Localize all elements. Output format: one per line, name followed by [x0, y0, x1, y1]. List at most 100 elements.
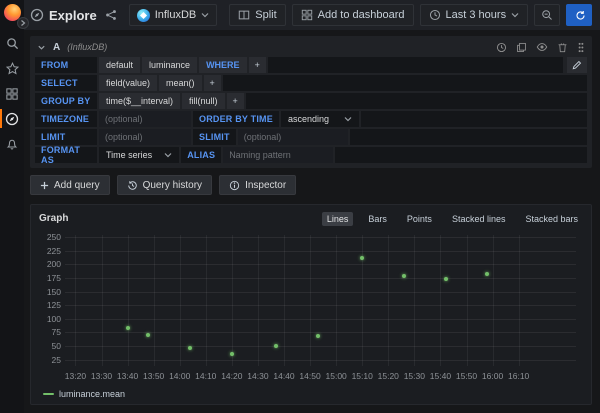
- sidebar-item-alerting[interactable]: [0, 131, 24, 156]
- caret-down-icon: [344, 115, 352, 123]
- time-interval-segment[interactable]: time($__interval): [99, 93, 180, 109]
- data-point: [360, 256, 364, 260]
- group-by-row: GROUP BY time($__interval) fill(null) +: [35, 93, 587, 109]
- query-history-clock-icon[interactable]: [496, 42, 507, 53]
- plot-area[interactable]: 25507510012515017520022525013:2013:3013:…: [65, 235, 576, 366]
- gridline: [284, 235, 285, 366]
- run-query-main[interactable]: Run query: [566, 4, 592, 26]
- run-query-button[interactable]: Run query: [566, 4, 592, 26]
- zoom-out-icon: [541, 9, 553, 21]
- gridline: [310, 235, 311, 366]
- query-history-button[interactable]: Query history: [117, 175, 212, 195]
- slimit-input[interactable]: [238, 129, 348, 145]
- add-query-button[interactable]: Add query: [30, 175, 110, 195]
- timezone-input[interactable]: [99, 111, 191, 127]
- field-segment[interactable]: field(value): [99, 75, 157, 91]
- y-tick-label: 150: [38, 287, 61, 297]
- viz-mode-bars[interactable]: Bars: [363, 212, 392, 226]
- bell-icon: [6, 138, 18, 150]
- retention-policy-segment[interactable]: default: [99, 57, 140, 73]
- timezone-row: TIMEZONE ORDER BY TIME ascending: [35, 111, 587, 127]
- limit-input[interactable]: [99, 129, 191, 145]
- page-title-group: Explore: [30, 8, 97, 23]
- order-by-time-select[interactable]: ascending: [281, 111, 359, 127]
- chevron-right-icon: [20, 20, 26, 26]
- collapse-query-icon[interactable]: [37, 43, 46, 52]
- legend-item-luminance-mean[interactable]: luminance.mean: [43, 389, 125, 399]
- toggle-text-edit-mode[interactable]: [567, 57, 587, 73]
- y-tick-label: 25: [38, 355, 61, 365]
- duplicate-query-icon[interactable]: [516, 42, 527, 53]
- split-columns-icon: [238, 9, 250, 21]
- inspector-button[interactable]: Inspector: [219, 175, 296, 195]
- group-by-label: GROUP BY: [35, 93, 97, 109]
- format-as-value: Time series: [106, 150, 152, 160]
- inspector-label: Inspector: [245, 180, 286, 191]
- function-segment[interactable]: mean(): [159, 75, 202, 91]
- datasource-name: InfluxDB: [155, 9, 197, 21]
- x-tick-label: 16:00: [482, 371, 503, 381]
- caret-down-icon: [164, 151, 172, 159]
- gridline: [128, 235, 129, 366]
- legend-color-swatch: [43, 393, 54, 395]
- clock-icon: [429, 9, 441, 21]
- main-area: Explore InfluxDB Split: [24, 0, 600, 413]
- row-filler: [246, 93, 587, 109]
- x-tick-label: 13:20: [65, 371, 86, 381]
- gridline: [65, 237, 576, 238]
- x-tick-label: 15:50: [456, 371, 477, 381]
- add-function-segment[interactable]: +: [204, 75, 221, 91]
- fill-segment[interactable]: fill(null): [182, 93, 225, 109]
- delete-query-trash-icon[interactable]: [557, 42, 568, 53]
- viz-mode-lines[interactable]: Lines: [322, 212, 354, 226]
- select-row: SELECT field(value) mean() +: [35, 75, 587, 91]
- order-by-time-value: ascending: [288, 114, 329, 124]
- add-condition-segment[interactable]: +: [249, 57, 266, 73]
- grafana-explore-app: Explore InfluxDB Split: [0, 0, 600, 413]
- add-group-by-segment[interactable]: +: [227, 93, 244, 109]
- page-title: Explore: [49, 8, 97, 23]
- sidebar-item-starred[interactable]: [0, 56, 24, 81]
- viz-mode-stacked-bars[interactable]: Stacked bars: [520, 212, 583, 226]
- graph-panel-header: Graph Lines Bars Points Stacked lines Stacke…: [37, 210, 583, 227]
- slimit-label: SLIMIT: [193, 129, 236, 145]
- viz-mode-stacked-lines[interactable]: Stacked lines: [447, 212, 511, 226]
- gridline: [154, 235, 155, 366]
- influxdb-logo-icon: [137, 9, 150, 22]
- sidebar-expand-button[interactable]: [17, 17, 29, 29]
- gridline: [414, 235, 415, 366]
- measurement-segment[interactable]: luminance: [142, 57, 197, 73]
- x-tick-label: 14:30: [247, 371, 268, 381]
- y-tick-label: 125: [38, 300, 61, 310]
- add-to-dashboard-button[interactable]: Add to dashboard: [292, 4, 414, 26]
- format-as-select[interactable]: Time series: [99, 147, 179, 163]
- viz-mode-points[interactable]: Points: [402, 212, 437, 226]
- sidebar: [0, 0, 24, 413]
- sidebar-item-search[interactable]: [0, 31, 24, 56]
- alias-label: ALIAS: [181, 147, 221, 163]
- y-tick-label: 175: [38, 273, 61, 283]
- sidebar-item-explore[interactable]: [0, 106, 24, 131]
- split-button[interactable]: Split: [229, 4, 285, 26]
- gridline: [65, 264, 576, 265]
- panel-title: Graph: [37, 213, 68, 224]
- from-row: FROM default luminance WHERE +: [35, 57, 587, 73]
- query-editor-card: A (InfluxDB): [30, 36, 592, 168]
- plus-icon: [40, 181, 49, 190]
- time-range-picker[interactable]: Last 3 hours: [420, 4, 529, 26]
- alias-input[interactable]: [223, 147, 333, 163]
- zoom-out-button[interactable]: [534, 4, 560, 26]
- sidebar-item-dashboards[interactable]: [0, 81, 24, 106]
- x-tick-label: 14:40: [273, 371, 294, 381]
- where-keyword-segment[interactable]: WHERE: [199, 57, 247, 73]
- x-tick-label: 14:50: [299, 371, 320, 381]
- drag-handle-icon[interactable]: [577, 42, 585, 53]
- query-row-actions: [496, 41, 585, 53]
- gridline: [65, 278, 576, 279]
- datasource-picker[interactable]: InfluxDB: [129, 4, 218, 26]
- disable-query-eye-icon[interactable]: [536, 41, 548, 53]
- dashboards-grid-icon: [6, 88, 18, 100]
- y-tick-label: 225: [38, 246, 61, 256]
- share-icon[interactable]: [105, 9, 117, 21]
- pencil-icon: [572, 60, 582, 70]
